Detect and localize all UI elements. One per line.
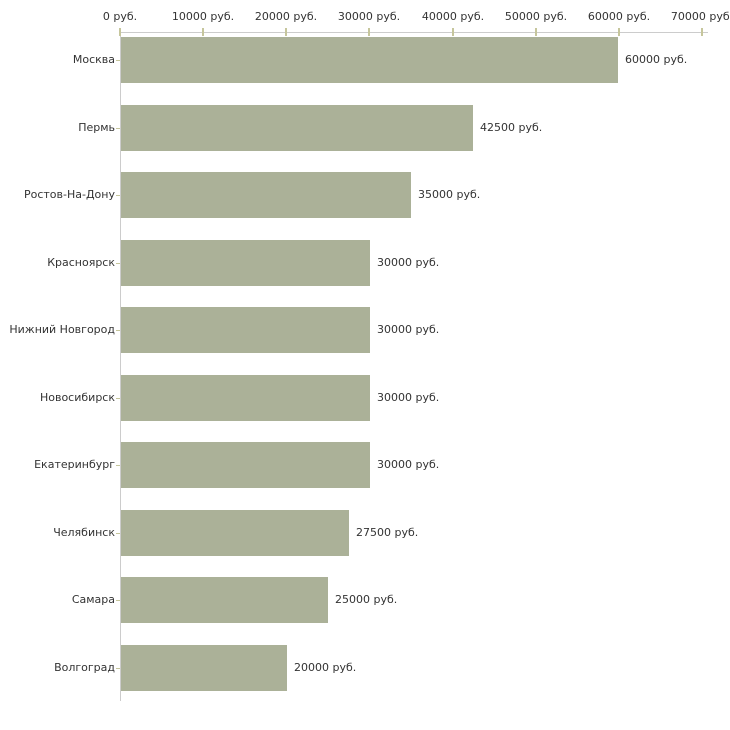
y-tick-mark [116,398,120,399]
x-tick-mark [285,28,287,36]
x-tick-mark [535,28,537,36]
x-tick-mark [618,28,620,36]
category-label: Новосибирск [39,391,115,404]
bar [121,307,370,353]
bar [121,645,287,691]
x-tick-label: 40000 руб. [421,10,485,23]
value-label: 30000 руб. [377,323,440,336]
bar [121,105,473,151]
x-tick-label: 20000 руб. [254,10,318,23]
category-label: Пермь [78,121,115,134]
category-label: Челябинск [53,526,115,539]
x-tick-label: 30000 руб. [337,10,401,23]
category-label: Екатеринбург [34,458,115,471]
value-label: 35000 руб. [418,188,481,201]
y-tick-mark [116,600,120,601]
value-label: 20000 руб. [294,661,357,674]
bar [121,375,370,421]
x-tick-mark [368,28,370,36]
y-tick-mark [116,128,120,129]
bar [121,510,349,556]
category-label: Волгоград [54,661,115,674]
y-tick-mark [116,60,120,61]
bar [121,37,618,83]
x-axis-line [120,32,708,33]
value-label: 25000 руб. [335,593,398,606]
y-tick-mark [116,263,120,264]
y-tick-mark [116,668,120,669]
category-label: Красноярск [47,256,115,269]
y-tick-mark [116,533,120,534]
x-tick-label: 70000 руб. [670,10,730,23]
value-label: 60000 руб. [625,53,688,66]
category-label: Ростов-На-Дону [23,188,115,201]
y-tick-mark [116,330,120,331]
bar [121,240,370,286]
y-axis-line [120,32,121,701]
category-label: Нижний Новгород [9,323,115,336]
x-tick-label: 60000 руб. [587,10,651,23]
x-tick-label: 10000 руб. [171,10,235,23]
y-tick-mark [116,465,120,466]
x-tick-mark [701,28,703,36]
x-tick-label: 0 руб. [102,10,138,23]
value-label: 30000 руб. [377,458,440,471]
x-tick-mark [202,28,204,36]
bar [121,577,328,623]
y-tick-mark [116,195,120,196]
bar [121,172,411,218]
value-label: 42500 руб. [480,121,543,134]
value-label: 27500 руб. [356,526,419,539]
x-tick-mark [119,28,121,36]
category-label: Самара [71,593,115,606]
category-label: Москва [72,53,115,66]
value-label: 30000 руб. [377,256,440,269]
x-tick-label: 50000 руб. [504,10,568,23]
value-label: 30000 руб. [377,391,440,404]
x-tick-mark [452,28,454,36]
bar [121,442,370,488]
